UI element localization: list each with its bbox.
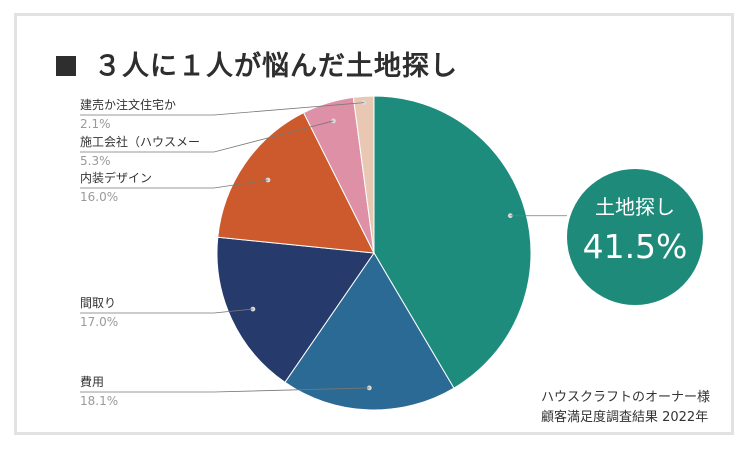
leader-dot-3	[265, 177, 271, 183]
leader-dot-4	[331, 118, 336, 124]
leader-line-3	[80, 179, 269, 189]
pie-slice-0	[373, 95, 532, 389]
slice-label-5: 建売か注文住宅か 2.1%	[80, 99, 176, 130]
square-bullet-icon	[56, 56, 76, 76]
source-note: ハウスクラフトのオーナー様 顧客満足度調査結果 2022年	[541, 388, 710, 428]
slice-name: 建売か注文住宅か	[80, 98, 177, 112]
source-line-2: 顧客満足度調査結果 2022年	[540, 410, 709, 426]
slice-name: 内装デザイン	[80, 171, 153, 185]
slice-percent: 18.1%	[80, 394, 119, 408]
pie-slice-1	[284, 252, 455, 411]
slice-label-4: 施工会社（ハウスメー 5.3%	[80, 136, 200, 167]
source-line-1: ハウスクラフトのオーナー様	[540, 390, 710, 405]
slice-label-2: 間取り 17.0%	[80, 297, 118, 328]
pie-slice-2	[216, 236, 375, 383]
slice-label-1: 費用 18.1%	[80, 376, 118, 407]
pie-slice-3	[217, 111, 375, 254]
chart-title-text: ３人に１人が悩んだ土地探し	[94, 51, 458, 82]
slice-percent: 17.0%	[80, 315, 119, 329]
highlight-label: 土地探し	[595, 195, 675, 219]
slice-name: 間取り	[80, 296, 117, 310]
leader-line-4	[80, 120, 334, 153]
highlight-value: 41.5%	[582, 227, 688, 266]
slice-name: 費用	[80, 375, 105, 389]
slice-percent: 5.3%	[80, 154, 111, 168]
slice-percent: 16.0%	[80, 190, 119, 204]
leader-line-2	[80, 308, 253, 314]
highlight-circle: 土地探し 41.5%	[567, 169, 703, 305]
chart-title: ３人に１人が悩んだ土地探し	[56, 44, 458, 83]
slice-label-3: 内装デザイン 16.0%	[80, 172, 152, 203]
leader-dot-5	[361, 100, 367, 105]
slice-name: 施工会社（ハウスメー	[80, 135, 201, 149]
slice-percent: 2.1%	[80, 117, 111, 131]
leader-line-1	[80, 387, 370, 393]
leader-line-5	[80, 102, 365, 116]
pie-slice-5	[352, 95, 375, 254]
